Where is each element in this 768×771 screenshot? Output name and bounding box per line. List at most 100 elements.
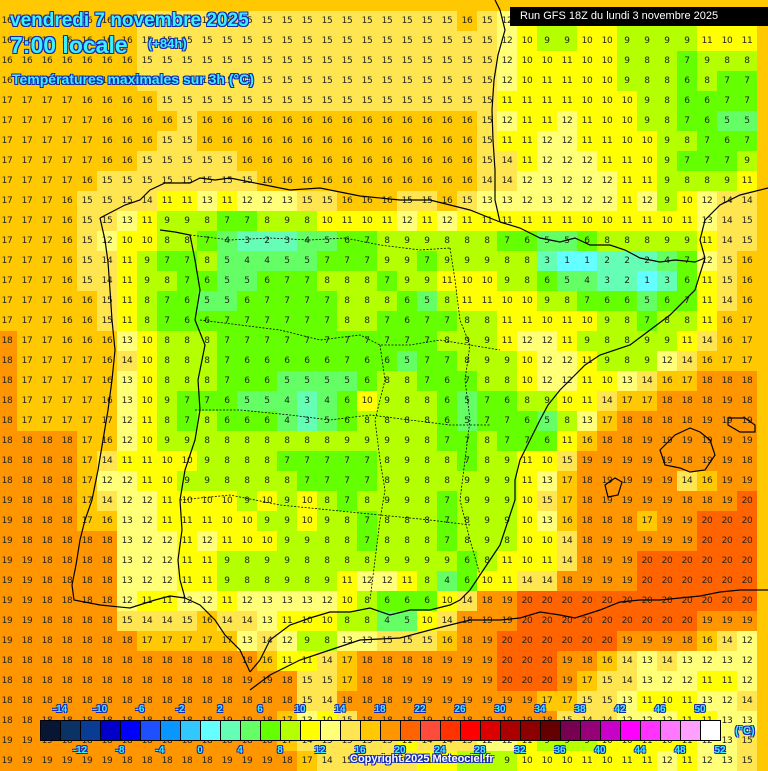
- grid-value: 11: [521, 96, 533, 106]
- grid-value: 8: [564, 296, 570, 306]
- grid-value: 19: [621, 476, 633, 486]
- grid-value: 11: [441, 276, 453, 286]
- map-cell: [277, 71, 297, 91]
- grid-value: 19: [621, 556, 633, 566]
- map-cell: [737, 51, 757, 71]
- grid-value: 6: [684, 276, 690, 286]
- grid-value: 16: [341, 196, 353, 206]
- map-cell: [557, 51, 577, 71]
- map-cell: [217, 51, 237, 71]
- grid-value: 7: [724, 156, 730, 166]
- map-cell: [117, 51, 137, 71]
- grid-value: 8: [424, 576, 430, 586]
- map-cell: [0, 151, 17, 171]
- grid-value: 16: [281, 176, 293, 186]
- grid-value: 16: [301, 176, 313, 186]
- grid-value: 7: [464, 376, 470, 386]
- grid-value: 11: [341, 216, 353, 226]
- map-cell: [77, 111, 97, 131]
- grid-value: 13: [121, 556, 133, 566]
- map-cell: [157, 31, 177, 51]
- grid-value: 20: [741, 516, 753, 526]
- map-cell: [177, 51, 197, 71]
- grid-value: 14: [481, 176, 493, 186]
- map-cell: [137, 51, 157, 71]
- map-cell: [637, 151, 657, 171]
- grid-value: 15: [161, 16, 173, 26]
- grid-value: 16: [341, 116, 353, 126]
- grid-value: 18: [121, 636, 133, 646]
- grid-value: 18: [21, 436, 33, 446]
- map-cell: [217, 91, 237, 111]
- scale-swatch: [121, 721, 141, 740]
- map-cell: [237, 11, 257, 31]
- grid-value: 19: [481, 676, 493, 686]
- grid-value: 18: [41, 516, 53, 526]
- grid-value: 18: [1, 356, 13, 366]
- map-cell: [337, 11, 357, 31]
- grid-value: 12: [281, 636, 293, 646]
- grid-value: 15: [561, 456, 573, 466]
- grid-value: 7: [424, 356, 430, 366]
- variable-title: Températures maximales sur 3h (°C): [11, 70, 254, 87]
- grid-value: 18: [21, 716, 33, 726]
- map-cell: [617, 31, 637, 51]
- grid-value: 8: [184, 376, 190, 386]
- grid-value: 15: [461, 96, 473, 106]
- grid-value: 8: [164, 416, 170, 426]
- scale-swatch: [201, 721, 221, 740]
- grid-value: 7: [524, 436, 530, 446]
- grid-value: 9: [284, 536, 290, 546]
- grid-value: 16: [281, 156, 293, 166]
- map-cell: [177, 131, 197, 151]
- map-cell: [377, 151, 397, 171]
- grid-value: 16: [61, 336, 73, 346]
- grid-value: 16: [321, 156, 333, 166]
- grid-value: 11: [641, 176, 653, 186]
- grid-value: 8: [504, 376, 510, 386]
- grid-value: 20: [541, 596, 553, 606]
- grid-value: 9: [604, 356, 610, 366]
- grid-value: 8: [204, 416, 210, 426]
- grid-value: 18: [701, 376, 713, 386]
- grid-value: 7: [184, 396, 190, 406]
- grid-value: 7: [304, 316, 310, 326]
- grid-value: 16: [81, 76, 93, 86]
- grid-value: 12: [561, 116, 573, 126]
- grid-value: 16: [441, 636, 453, 646]
- scale-label-top: 42: [614, 704, 626, 715]
- scale-swatch: [481, 721, 501, 740]
- map-cell: [137, 31, 157, 51]
- grid-value: 12: [501, 116, 513, 126]
- map-cell: [537, 131, 557, 151]
- grid-value: 7: [264, 316, 270, 326]
- grid-value: 10: [521, 296, 533, 306]
- grid-value: 6: [364, 356, 370, 366]
- grid-value: 16: [421, 156, 433, 166]
- grid-value: 1: [564, 256, 570, 266]
- grid-value: 12: [541, 356, 553, 366]
- grid-value: 7: [324, 256, 330, 266]
- grid-value: 15: [81, 256, 93, 266]
- scale-swatch: [261, 721, 281, 740]
- grid-value: 8: [284, 436, 290, 446]
- grid-value: 12: [141, 536, 153, 546]
- grid-value: 17: [21, 296, 33, 306]
- grid-value: 15: [381, 16, 393, 26]
- map-cell: [637, 71, 657, 91]
- grid-value: 8: [204, 216, 210, 226]
- grid-value: 15: [101, 176, 113, 186]
- grid-value: 19: [641, 636, 653, 646]
- grid-value: 14: [241, 616, 253, 626]
- map-cell: [357, 91, 377, 111]
- grid-value: 9: [404, 456, 410, 466]
- scale-label-bottom: 0: [197, 745, 203, 756]
- grid-value: 7: [224, 316, 230, 326]
- map-cell: [17, 51, 37, 71]
- grid-value: 8: [204, 356, 210, 366]
- grid-value: 6: [224, 416, 230, 426]
- scale-swatch: [701, 721, 720, 740]
- grid-value: 18: [621, 436, 633, 446]
- map-cell: [37, 91, 57, 111]
- map-cell: [77, 31, 97, 51]
